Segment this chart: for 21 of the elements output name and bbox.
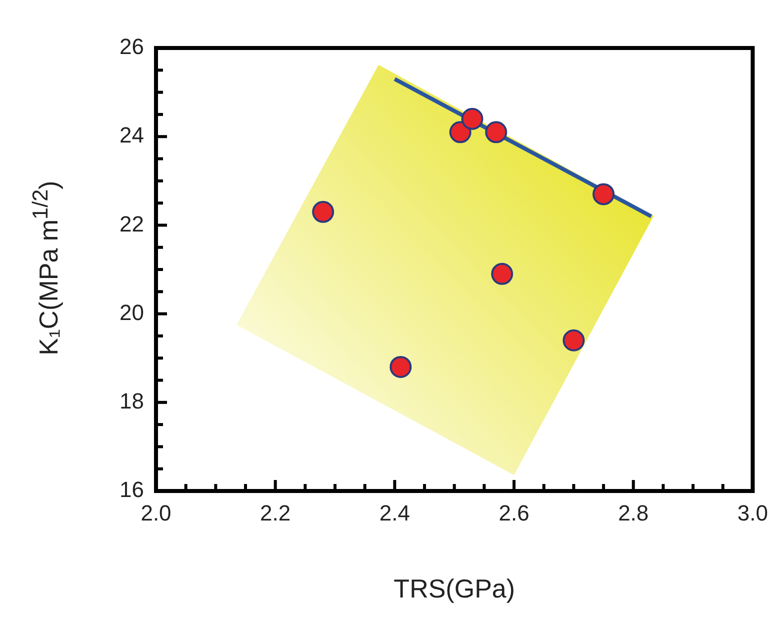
point (491, 262, 514, 285)
point (485, 121, 508, 144)
y-tick-label: 24 (120, 122, 144, 148)
y-tick-label: 16 (120, 477, 144, 502)
x-tick-label: 2.4 (379, 500, 410, 526)
point (449, 121, 472, 144)
x-tick-label: 2.8 (618, 500, 649, 526)
x-axis-title: TRS(GPa) (394, 574, 516, 604)
point (562, 329, 585, 352)
point (312, 200, 334, 223)
point (390, 356, 412, 378)
point (592, 183, 615, 206)
x-tick-label: 2.2 (260, 500, 291, 526)
y-tick-label: 18 (120, 388, 144, 414)
x-tick-label: 2.0 (140, 500, 172, 526)
x-tick-label: 2.6 (498, 500, 530, 526)
y-tick-label: 22 (120, 211, 144, 236)
y-tick-label: 26 (120, 34, 144, 60)
point (461, 108, 484, 130)
x-tick-label: 3.0 (737, 500, 768, 526)
y-tick-label: 20 (120, 300, 144, 325)
